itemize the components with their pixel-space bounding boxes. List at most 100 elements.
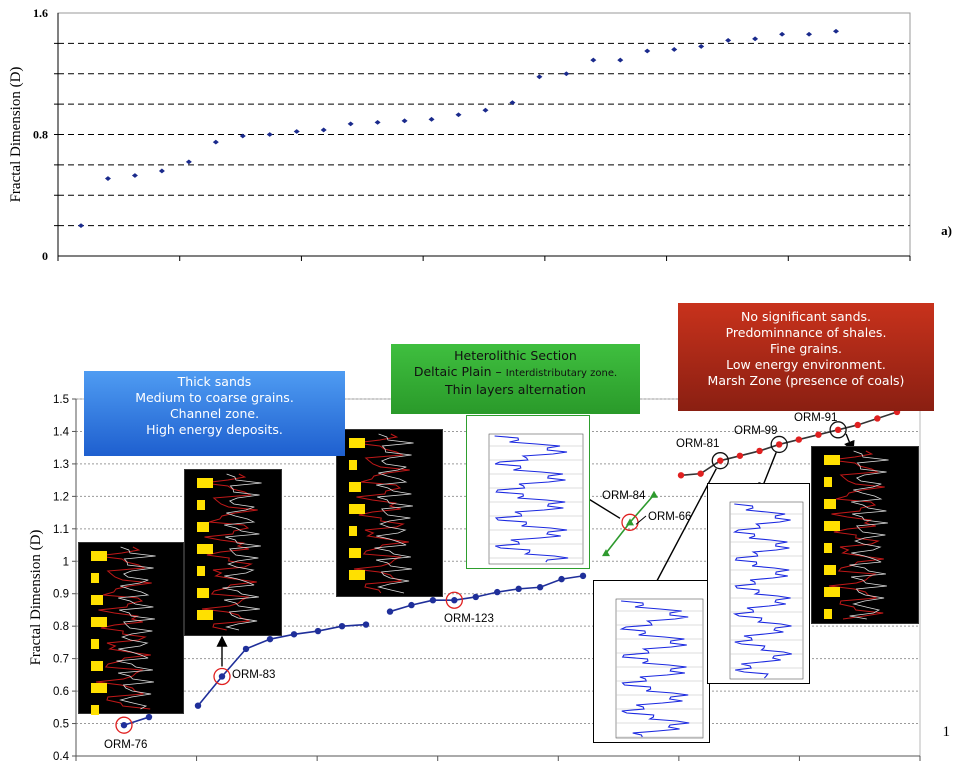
chart-b-annotation-label: ORM-66 xyxy=(648,511,691,523)
chart-b-point xyxy=(697,470,704,477)
blue-box-line-4: High energy deposits. xyxy=(146,422,283,437)
chart-b-point xyxy=(874,415,881,422)
chart-a-point xyxy=(698,44,705,49)
chart-b-point xyxy=(408,601,415,609)
sand-bar xyxy=(197,566,205,576)
sand-bar xyxy=(197,544,213,554)
trace-frame xyxy=(488,433,584,565)
chart-a-point xyxy=(590,57,597,63)
green-description-box: Heterolithic Section Deltaic Plain – Int… xyxy=(391,344,640,414)
sand-bar xyxy=(824,455,840,465)
chart-a-point xyxy=(779,31,786,37)
blue-box-line-1: Thick sands xyxy=(177,374,252,389)
chart-b-y-axis-label: Fractal Dimension (D) xyxy=(28,530,44,666)
gamma-ray-trace xyxy=(494,435,569,563)
chart-b-point xyxy=(120,721,128,729)
chart-a-point xyxy=(752,36,759,42)
log-panel-graphic xyxy=(197,473,262,631)
chart-b-point xyxy=(194,702,202,709)
chart-b-point xyxy=(242,645,250,653)
red-box-line-2: Predominnance of shales. xyxy=(725,325,887,340)
log-trace-secondary xyxy=(222,473,262,631)
chart-b-point xyxy=(650,490,658,498)
trace-frame xyxy=(615,598,704,739)
chart-a-point xyxy=(266,132,273,137)
chart-b-stray-mark: 1 xyxy=(943,724,951,740)
log-trace xyxy=(95,546,152,710)
chart-a-point xyxy=(212,139,219,145)
chart-b-point xyxy=(338,622,346,630)
chart-b-point xyxy=(854,421,861,429)
chart-b-arrow xyxy=(649,468,717,596)
chart-b-series-line xyxy=(680,411,898,477)
log-panel-graphic xyxy=(824,450,889,620)
log-trace xyxy=(201,473,258,631)
chart-a-point xyxy=(644,48,651,54)
chart-a-point xyxy=(158,168,165,174)
chart-b-point xyxy=(451,597,458,604)
chart-b-point xyxy=(515,585,522,593)
log-trace-secondary xyxy=(849,450,889,620)
sand-bar xyxy=(197,500,205,510)
chart-a-panel-label: a) xyxy=(941,223,952,238)
trace-panel-graphic xyxy=(488,433,584,565)
chart-b-point xyxy=(775,441,783,448)
sand-bar xyxy=(824,477,832,487)
chart-b-annotation-label: ORM-91 xyxy=(794,412,837,424)
chart-b-y-tick-label: 0.5 xyxy=(53,719,69,731)
chart-a-point xyxy=(671,47,678,52)
sand-bar xyxy=(824,499,836,509)
chart-b-annotation-label: ORM-76 xyxy=(104,739,147,751)
sand-bar xyxy=(349,482,361,492)
red-box-line-4: Low energy environment. xyxy=(726,357,886,372)
chart-a-point xyxy=(482,107,489,113)
sand-bar xyxy=(197,522,209,532)
sand-bar xyxy=(197,478,213,488)
chart-b-point xyxy=(579,572,587,580)
chart-a-y-tick-label: 1.6 xyxy=(33,6,48,20)
chart-b-annotation-label: ORM-84 xyxy=(602,490,646,502)
sand-bar xyxy=(824,609,832,619)
chart-a-y-tick-label: 0 xyxy=(42,249,48,263)
sand-bar xyxy=(197,588,209,598)
sand-bar xyxy=(349,460,357,470)
chart-b-point xyxy=(290,631,298,638)
chart-b-y-tick-label: 1.3 xyxy=(53,459,69,471)
log-trace xyxy=(353,433,410,594)
gamma-ray-trace xyxy=(732,503,792,679)
well-log-panel-channel xyxy=(336,429,443,597)
red-box-line-3: Fine grains. xyxy=(770,341,842,356)
chart-b-highlight-circle xyxy=(829,421,847,439)
chart-b-series-line xyxy=(197,623,367,707)
sand-bar xyxy=(91,617,107,627)
chart-b-point xyxy=(494,588,501,596)
trace-frame xyxy=(729,501,804,680)
sand-bar xyxy=(91,705,99,715)
gamma-ray-log-panel-orm99 xyxy=(707,483,810,684)
sand-bar xyxy=(91,639,99,649)
chart-a-point xyxy=(536,74,543,80)
chart-b-point xyxy=(429,597,437,604)
chart-b-annotation-label: ORM-83 xyxy=(232,669,275,681)
sand-bar xyxy=(349,438,365,448)
green-box-line-2: Deltaic Plain – Interdistributary zone. xyxy=(391,364,640,382)
gamma-ray-log-panel-orm81 xyxy=(593,580,710,743)
chart-b-point xyxy=(756,447,763,455)
chart-b-point xyxy=(362,621,370,628)
chart-a-point xyxy=(185,159,192,165)
sand-bar xyxy=(197,610,213,620)
chart-a-point xyxy=(104,176,111,181)
chart-b-y-tick-label: 1.2 xyxy=(53,491,69,503)
chart-b-annotation-label: ORM-81 xyxy=(676,438,719,450)
chart-b-y-tick-label: 0.9 xyxy=(53,589,69,601)
chart-b-highlight-circle xyxy=(445,591,463,609)
chart-b-y-tick-label: 1 xyxy=(63,556,69,568)
sand-bar xyxy=(824,565,836,575)
green-box-line-2-small: Interdistributary zone. xyxy=(505,368,618,379)
chart-a-y-tick-label: 0.8 xyxy=(33,128,48,142)
green-box-line-3: Thin layers alternation xyxy=(445,382,586,397)
chart-a-point xyxy=(401,118,408,124)
blue-box-line-2: Medium to coarse grains. xyxy=(135,390,294,405)
chart-b-highlight-circle xyxy=(115,716,133,734)
chart-a-point xyxy=(347,121,354,127)
